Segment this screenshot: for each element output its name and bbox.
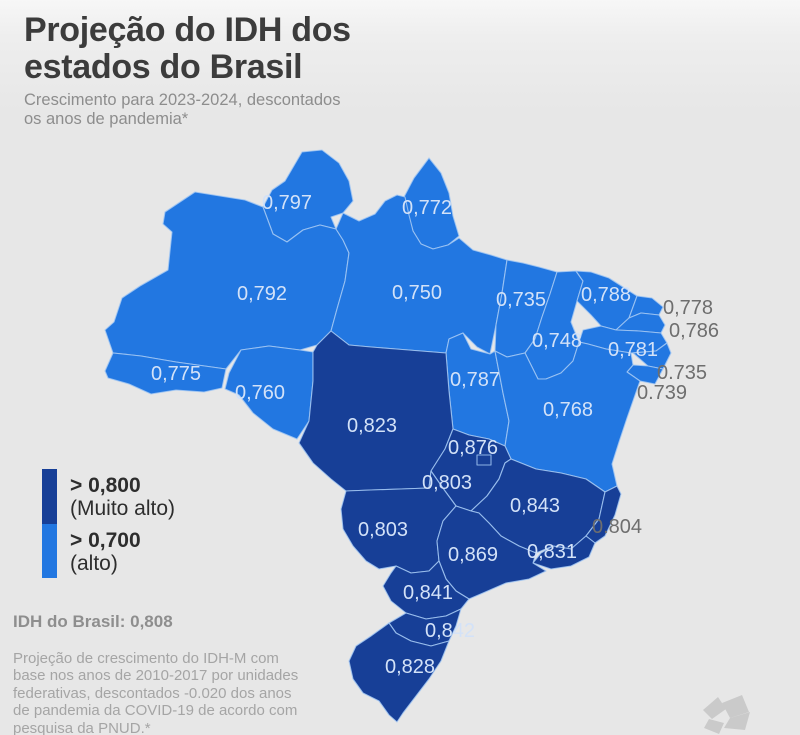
- label-ms: 0,803: [358, 519, 408, 541]
- label-df: 0,876: [448, 437, 498, 459]
- label-go: 0,803: [422, 472, 472, 494]
- state-mt: [298, 330, 454, 492]
- legend-swatch-muito-alto: [42, 469, 57, 524]
- label-to: 0,787: [450, 369, 500, 391]
- legend-threshold-muito-alto: > 0,800: [70, 474, 141, 497]
- title-line-1: Projeção do IDH dos: [24, 11, 351, 49]
- title-line-2: estados do Brasil: [24, 48, 303, 86]
- label-rn: 0,778: [663, 297, 713, 319]
- label-sc: 0,842: [425, 620, 475, 642]
- label-ce: 0,788: [581, 284, 631, 306]
- footnote: Projeção de crescimento do IDH-M com bas…: [13, 650, 298, 735]
- label-se: 0.739: [637, 382, 687, 404]
- page-title: Projeção do IDH dos estados do Brasil: [24, 12, 351, 86]
- label-rj: 0,831: [527, 541, 577, 563]
- states-alto: [104, 149, 672, 493]
- footnote-line-2: base nos anos de 2010-2017 por unidades: [13, 667, 299, 685]
- state-es: [585, 485, 622, 544]
- label-ba: 0,768: [543, 399, 593, 421]
- label-ro: 0,760: [235, 382, 285, 404]
- footnote-line-5: pesquisa da PNUD.*: [13, 719, 151, 735]
- label-ap: 0,772: [402, 197, 452, 219]
- subtitle-line-2: os anos de pandemia*: [24, 110, 189, 128]
- label-sp: 0,869: [448, 544, 498, 566]
- coastal-value-labels: 0,778 0,786 0.735 0.739 0.804: [592, 297, 719, 538]
- footnote-line-3: federativas, descontados -0.020 dos anos: [13, 684, 292, 702]
- header: Projeção do IDH dos estados do Brasil Cr…: [24, 12, 351, 129]
- label-rs: 0,828: [385, 656, 435, 678]
- brazil-idh-summary: IDH do Brasil: 0,808: [13, 612, 173, 631]
- footnote-line-1: Projeção de crescimento do IDH-M com: [13, 650, 279, 667]
- label-al: 0.735: [657, 362, 707, 384]
- label-am: 0,792: [237, 283, 287, 305]
- label-rr: 0,797: [262, 192, 312, 214]
- legend-label-muito-alto: (Muito alto): [70, 497, 176, 520]
- watermark-logo: [703, 695, 750, 734]
- label-pb: 0,786: [669, 320, 719, 342]
- state-df: [476, 454, 492, 466]
- legend-label-alto: (alto): [70, 552, 118, 575]
- legend-swatch-alto: [42, 524, 57, 578]
- state-rs: [348, 622, 450, 723]
- label-mt: 0,823: [347, 415, 397, 437]
- state-rj: [532, 535, 596, 570]
- label-ac: 0,775: [151, 363, 201, 385]
- state-am: [104, 191, 350, 370]
- state-ac: [104, 352, 227, 395]
- label-pi: 0,748: [532, 330, 582, 352]
- state-value-labels: 0,797 0,772 0,792 0,750 0,775 0,760 0,73…: [151, 192, 658, 678]
- label-es: 0.804: [592, 516, 642, 538]
- states-muito-alto: [298, 330, 622, 723]
- label-pa: 0,750: [392, 282, 442, 304]
- label-pr: 0,841: [403, 582, 453, 604]
- label-mg: 0,843: [510, 495, 560, 517]
- subtitle-line-1: Crescimento para 2023-2024, descontados: [24, 91, 341, 109]
- legend-threshold-alto: > 0,700: [70, 529, 141, 552]
- label-pe: 0,781: [608, 339, 658, 361]
- subtitle: Crescimento para 2023-2024, descontados …: [24, 91, 351, 129]
- footnote-line-4: de pandemia da COVID-19 de acordo com: [13, 702, 298, 720]
- label-ma: 0,735: [496, 289, 546, 311]
